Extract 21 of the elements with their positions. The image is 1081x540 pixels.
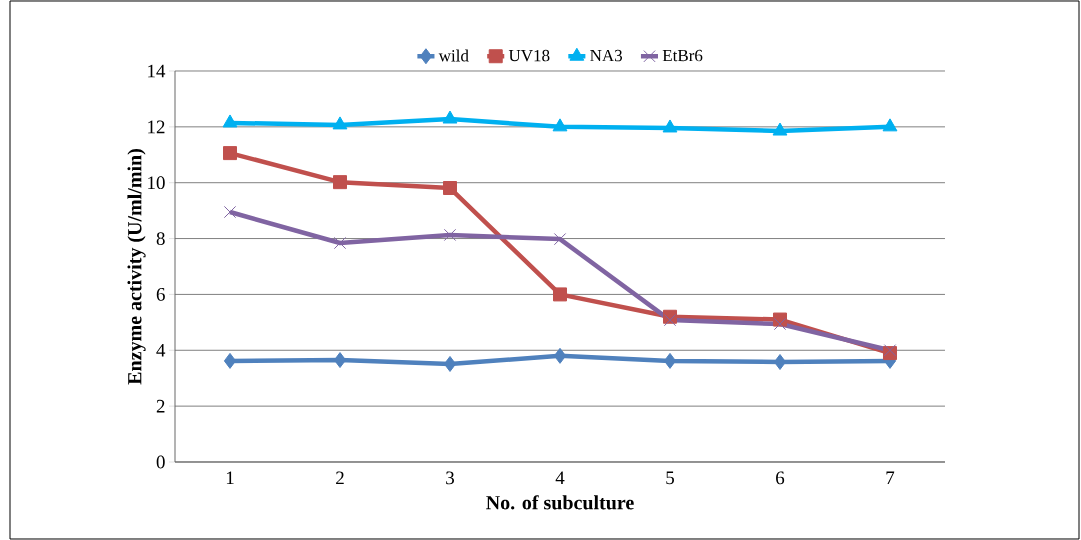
y-tick-label: 6 xyxy=(156,288,165,301)
y-tick-label: 10 xyxy=(148,176,165,190)
legend-label: EtBr6 xyxy=(662,49,703,62)
x-axis-title: No. of subculture xyxy=(486,495,634,510)
y-tick-label: 4 xyxy=(156,344,166,357)
x-tick-label: 5 xyxy=(666,471,674,485)
y-tick-label: 2 xyxy=(156,399,165,413)
legend-label: wild xyxy=(438,49,469,62)
y-tick-label: 12 xyxy=(148,120,165,134)
y-tick-label: 14 xyxy=(148,64,166,78)
x-tick-label: 1 xyxy=(226,471,234,485)
x-tick-label: 7 xyxy=(886,471,895,484)
x-tick-label: 4 xyxy=(555,471,565,485)
x-tick-label: 2 xyxy=(336,471,344,485)
legend-label: UV18 xyxy=(508,49,550,62)
legend-label: NA3 xyxy=(590,49,623,62)
y-tick-label: 8 xyxy=(156,232,165,245)
x-tick-label: 6 xyxy=(776,471,785,485)
y-tick-label: 0 xyxy=(156,455,165,469)
x-tick-label: 3 xyxy=(446,471,455,485)
y-axis-title: Enzyme activity (U/ml/min) xyxy=(127,149,146,385)
